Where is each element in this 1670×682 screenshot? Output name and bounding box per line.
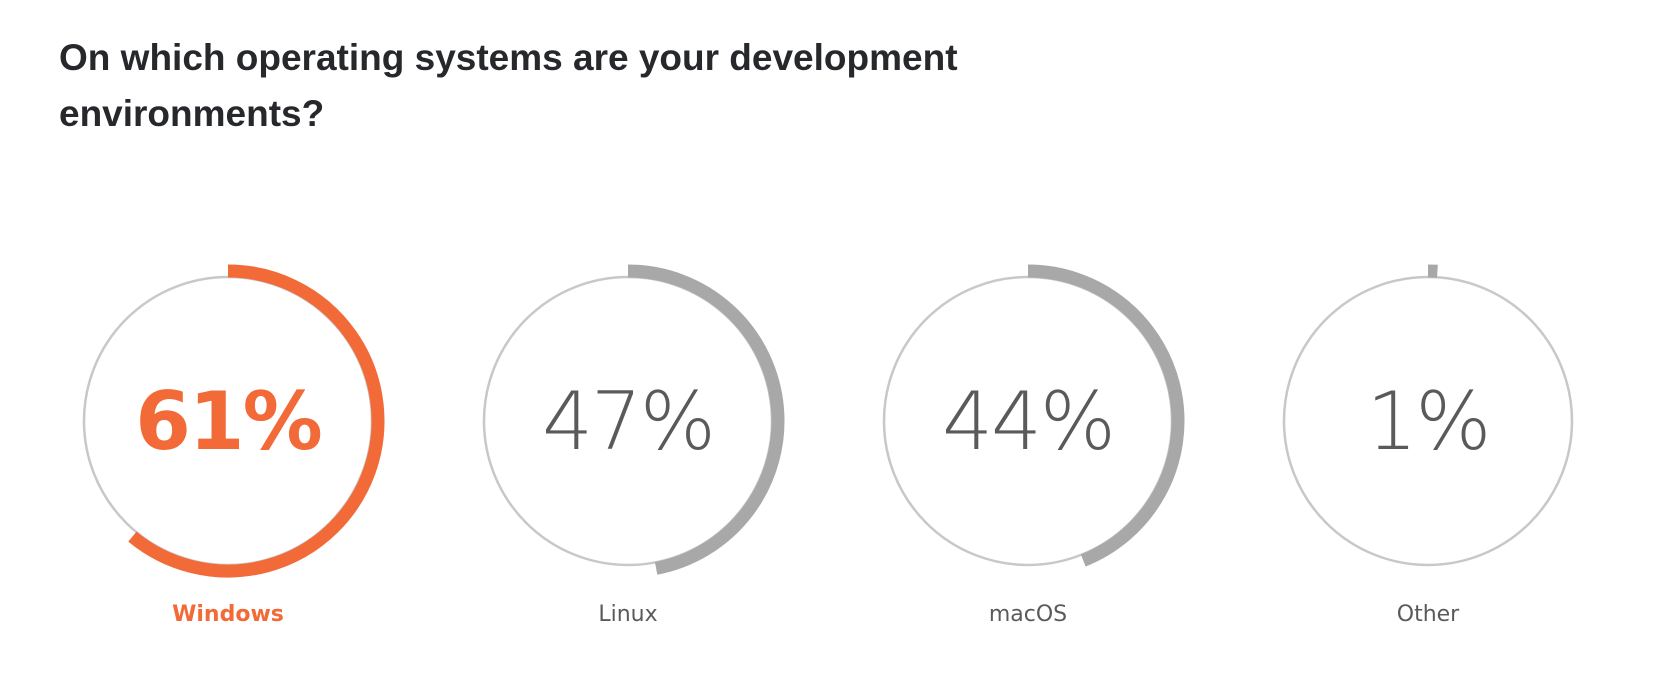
value-label: 1%	[1367, 375, 1490, 468]
chart-item-windows: 61% Windows	[82, 264, 385, 627]
progress-arc	[128, 264, 385, 578]
progress-arc	[627, 264, 785, 575]
question-title: On which operating systems are your deve…	[59, 37, 958, 134]
category-label: Windows	[172, 602, 284, 627]
category-label: Linux	[598, 602, 657, 627]
value-label: 61%	[135, 375, 320, 468]
category-label: macOS	[989, 602, 1067, 627]
value-label: 44%	[942, 375, 1114, 468]
value-label: 47%	[542, 375, 714, 468]
chart-item-linux: 47% Linux	[482, 264, 785, 627]
chart-item-macos: 44% macOS	[882, 264, 1185, 627]
chart-item-other: 1% Other	[1282, 264, 1574, 627]
progress-arc	[1027, 264, 1185, 567]
category-label: Other	[1397, 602, 1460, 627]
